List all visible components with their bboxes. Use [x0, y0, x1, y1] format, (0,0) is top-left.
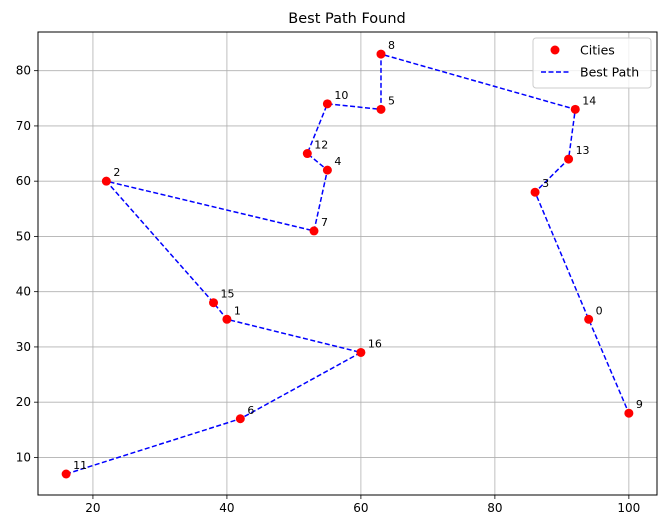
legend-cities-label: Cities	[580, 43, 615, 58]
legend-path-label: Best Path	[580, 65, 639, 80]
x-tick-label: 40	[219, 501, 234, 515]
city-point	[564, 154, 574, 164]
city-point	[322, 99, 332, 109]
y-tick-label: 30	[16, 340, 31, 354]
y-tick-label: 50	[16, 229, 31, 243]
city-label: 10	[334, 89, 348, 102]
y-tick-label: 40	[16, 285, 31, 299]
y-tick-label: 70	[16, 119, 31, 133]
city-point	[235, 414, 245, 424]
grid	[38, 32, 657, 495]
city-label: 13	[576, 144, 590, 157]
legend: Cities Best Path	[532, 37, 652, 89]
city-point	[61, 469, 71, 479]
chart-title: Best Path Found	[288, 11, 405, 27]
x-tick-label: 80	[487, 501, 502, 515]
city-label: 15	[221, 288, 235, 301]
city-point	[376, 104, 386, 114]
city-label: 16	[368, 337, 382, 350]
city-label: 12	[314, 139, 328, 152]
y-tick-label: 60	[16, 174, 31, 188]
city-point	[101, 176, 111, 186]
plot-frame	[37, 31, 658, 496]
city-label: 3	[542, 177, 549, 190]
city-label: 11	[73, 459, 87, 472]
city-label: 1	[234, 304, 241, 317]
city-point	[570, 104, 580, 114]
city-label: 14	[582, 94, 596, 107]
city-label: 4	[334, 155, 341, 168]
legend-cities-marker	[550, 45, 560, 55]
cities-series	[61, 49, 634, 479]
y-tick-label: 10	[16, 450, 31, 464]
city-label: 0	[596, 304, 603, 317]
x-tick-label: 100	[617, 501, 640, 515]
city-point	[309, 226, 319, 236]
legend-box	[532, 37, 652, 89]
best-path-line	[65, 53, 630, 475]
city-label: 2	[113, 166, 120, 179]
city-label: 9	[636, 398, 643, 411]
city-point	[209, 298, 219, 308]
city-point	[356, 347, 366, 357]
x-tick-label: 60	[353, 501, 368, 515]
city-point	[222, 314, 232, 324]
city-point	[624, 408, 634, 418]
city-point	[322, 165, 332, 175]
city-point	[376, 49, 386, 59]
y-tick-label: 80	[16, 64, 31, 78]
city-point	[530, 187, 540, 197]
city-label: 7	[321, 216, 328, 229]
city-point	[584, 314, 594, 324]
city-label: 5	[388, 94, 395, 107]
x-tick-label: 20	[85, 501, 100, 515]
best-path-series	[65, 53, 630, 475]
city-point	[302, 149, 312, 159]
city-label: 8	[388, 39, 395, 52]
y-tick-label: 20	[16, 395, 31, 409]
city-label: 6	[247, 404, 254, 417]
